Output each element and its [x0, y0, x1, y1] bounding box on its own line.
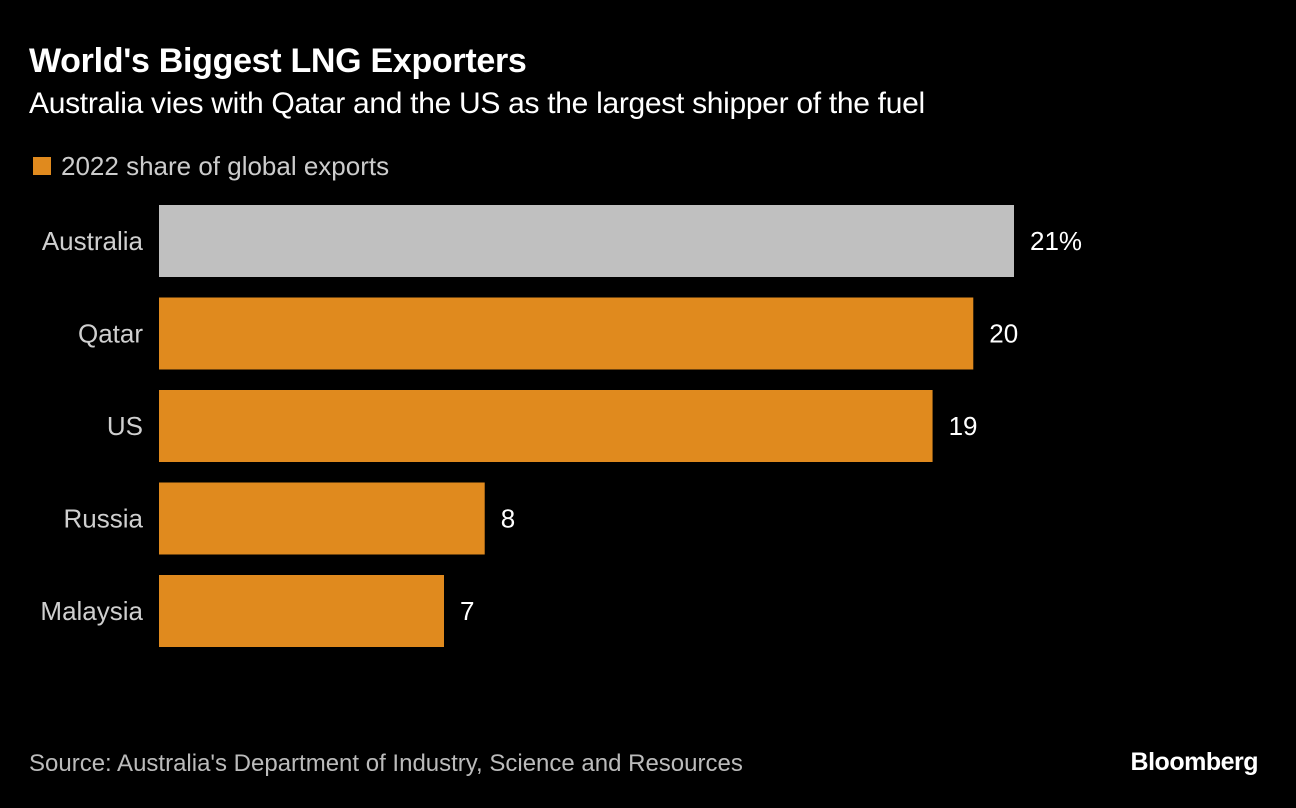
category-label: Qatar — [78, 319, 143, 349]
bar-qatar — [159, 297, 974, 370]
category-label: Australia — [42, 226, 144, 256]
bar-malaysia — [159, 575, 444, 647]
category-label: US — [107, 411, 143, 441]
value-label: 8 — [501, 504, 515, 534]
legend-label: 2022 share of global exports — [61, 150, 390, 181]
bloomberg-logo: Bloomberg — [1130, 748, 1259, 776]
bar-chart: Australia 21% Qatar 20 US 19 Russia 8 Malaysia 7 — [40, 205, 1082, 647]
bar-australia — [159, 205, 1014, 277]
chart-subtitle: Australia vies with Qatar and the US as … — [29, 87, 925, 120]
chart-title: World's Biggest LNG Exporters — [29, 42, 527, 80]
legend-swatch — [33, 157, 51, 175]
value-label: 19 — [949, 411, 978, 441]
value-label: 21% — [1030, 226, 1082, 256]
category-label: Russia — [64, 504, 144, 534]
bar-russia — [159, 482, 485, 555]
source-note: Source: Australia's Department of Indust… — [29, 750, 743, 777]
bar-us — [159, 390, 933, 462]
value-label: 7 — [460, 596, 474, 626]
category-label: Malaysia — [40, 596, 143, 626]
value-label: 20 — [989, 319, 1018, 349]
chart-legend: 2022 share of global exports — [33, 150, 389, 182]
